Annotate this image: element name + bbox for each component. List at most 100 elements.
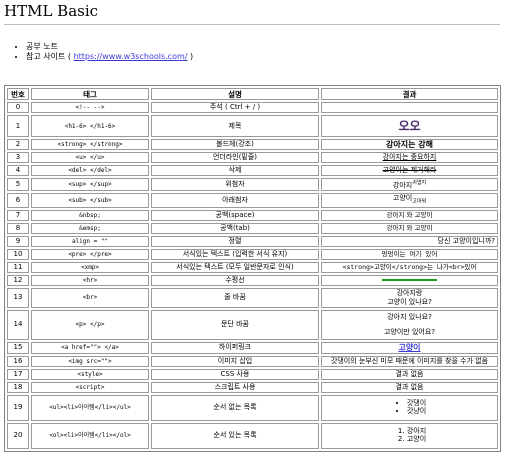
table-row: 3 <u> </u> 언더라인(밑줄) 강아지는 중요하지 (7, 152, 498, 163)
result-para-2: 고양이만 있어요? (324, 328, 495, 337)
row-desc: 주석 ( Ctrl + / ) (151, 102, 319, 113)
row-result: 강아지귀엽지 (321, 178, 498, 191)
row-result: 강아지 와 고양이 (321, 223, 498, 234)
row-num: 6 (7, 193, 29, 207)
table-row: 6 <sub> </sub> 아래첨자 고양이고마워 (7, 193, 498, 207)
table-row: 4 <del> </del> 삭제 고양이는 제거해라 (7, 165, 498, 176)
result-para-1: 강아지 있나요? (324, 313, 495, 322)
table-row: 20 <ol><li>아이템</li></ol> 순서 있는 목록 강아지 고양… (7, 423, 498, 449)
table-row: 8 &emsp; 공백(tab) 강아지 와 고양이 (7, 223, 498, 234)
row-num: 13 (7, 288, 29, 308)
result-text: 강아지 (393, 181, 412, 189)
ordered-list: 강아지 고양이 (393, 427, 426, 443)
row-result: 멍멍이는 여기 있어 (321, 249, 498, 260)
row-num: 2 (7, 139, 29, 150)
notes-item-study: 공부 노트 (26, 42, 193, 52)
row-tag: <script> (31, 382, 149, 393)
table-row: 13 <br> 줄 바꿈 강아지랑 고양이 있나요? (7, 288, 498, 308)
table-header-row: 번호 태그 설명 결과 (7, 88, 498, 100)
row-num: 19 (7, 395, 29, 421)
row-desc: 공백(tab) (151, 223, 319, 234)
row-num: 7 (7, 210, 29, 221)
cat-link[interactable]: 고양이 (398, 343, 420, 352)
row-desc: 순서 있는 목록 (151, 423, 319, 449)
row-result: 강아지 와 고양이 (321, 210, 498, 221)
row-num: 20 (7, 423, 29, 449)
row-result: 강아지랑 고양이 있나요? (321, 288, 498, 308)
header-num: 번호 (7, 88, 29, 100)
row-tag: <xmp> (31, 262, 149, 273)
row-result: 강아지는 강해 (321, 139, 498, 150)
row-tag: <br> (31, 288, 149, 308)
result-sup: 귀엽지 (412, 180, 426, 186)
row-result (321, 102, 498, 113)
tag-table: 번호 태그 설명 결과 0 <!-- --> 주석 ( Ctrl + / ) 1… (4, 85, 501, 452)
list-item: 고양이 (407, 435, 426, 443)
unordered-list: 갓댕이 갓냥이 (393, 399, 426, 415)
row-desc: 삭제 (151, 165, 319, 176)
row-result: 결과 없음 (321, 369, 498, 380)
page: HTML Basic 공부 노트 참고 사이트 ( https://www.w3… (0, 0, 506, 439)
table-row: 18 <script> 스크립트 사용 결과 없음 (7, 382, 498, 393)
row-tag: <hr> (31, 275, 149, 286)
row-result: 강아지 고양이 (321, 423, 498, 449)
row-desc: 서식있는 텍스트 (입력한 서식 유지) (151, 249, 319, 260)
row-result: 갓댕이의 눈부신 미모 때문에 이미지를 찾을 수가 없음 (321, 356, 498, 367)
table-row: 1 <h1-6> </h1-6> 제목 오오 (7, 115, 498, 137)
table-row: 12 <hr> 수평선 (7, 275, 498, 286)
notes-item-suffix: ) (187, 52, 193, 61)
row-desc: 문단 바꿈 (151, 310, 319, 340)
row-tag: <ol><li>아이템</li></ol> (31, 423, 149, 449)
row-result: 결과 없음 (321, 382, 498, 393)
list-item: 갓냥이 (407, 407, 426, 415)
row-num: 5 (7, 178, 29, 191)
row-desc: 줄 바꿈 (151, 288, 319, 308)
row-desc: 서식있는 텍스트 (모두 일반문자로 인식) (151, 262, 319, 273)
horizontal-rule (382, 279, 437, 281)
row-tag: <img src=""> (31, 356, 149, 367)
row-result: 고양이 (321, 342, 498, 354)
row-tag: <style> (31, 369, 149, 380)
result-line-2: 고양이 있나요? (324, 298, 495, 307)
row-result: 고양이고마워 (321, 193, 498, 207)
row-tag: &nbsp; (31, 210, 149, 221)
table-row: 15 <a href=""> </a> 하이퍼링크 고양이 (7, 342, 498, 354)
row-tag: <strong> </strong> (31, 139, 149, 150)
row-num: 10 (7, 249, 29, 260)
row-num: 11 (7, 262, 29, 273)
row-result: 강아지는 중요하지 (321, 152, 498, 163)
row-desc: 수평선 (151, 275, 319, 286)
table-row: 14 <p> </p> 문단 바꿈 강아지 있나요? 고양이만 있어요? (7, 310, 498, 340)
row-result: 갓댕이 갓냥이 (321, 395, 498, 421)
notes-list: 공부 노트 참고 사이트 ( https://www.w3schools.com… (4, 42, 193, 62)
notes-item-label: 참고 사이트 ( (26, 52, 74, 61)
row-desc: 언더라인(밑줄) (151, 152, 319, 163)
row-tag: <a href=""> </a> (31, 342, 149, 354)
result-line-1: 강아지랑 (324, 289, 495, 298)
w3schools-link[interactable]: https://www.w3schools.com/ (74, 52, 188, 61)
row-num: 12 (7, 275, 29, 286)
header-result: 결과 (321, 88, 498, 100)
row-num: 14 (7, 310, 29, 340)
row-num: 17 (7, 369, 29, 380)
row-result: 강아지 있나요? 고양이만 있어요? (321, 310, 498, 340)
row-desc: 아래첨자 (151, 193, 319, 207)
row-desc: 위첨자 (151, 178, 319, 191)
row-desc: 순서 없는 목록 (151, 395, 319, 421)
table-row: 11 <xmp> 서식있는 텍스트 (모두 일반문자로 인식) <strong>… (7, 262, 498, 273)
table-row: 16 <img src=""> 이미지 삽입 갓댕이의 눈부신 미모 때문에 이… (7, 356, 498, 367)
header-tag: 태그 (31, 88, 149, 100)
row-num: 8 (7, 223, 29, 234)
table-row: 2 <strong> </strong> 볼드체(강조) 강아지는 강해 (7, 139, 498, 150)
row-desc: 스크립트 사용 (151, 382, 319, 393)
row-num: 4 (7, 165, 29, 176)
notes-item-reference: 참고 사이트 ( https://www.w3schools.com/ ) (26, 52, 193, 62)
table-row: 10 <pre> </pre> 서식있는 텍스트 (입력한 서식 유지) 멍멍이… (7, 249, 498, 260)
row-tag: <del> </del> (31, 165, 149, 176)
notes-item-label: 공부 노트 (26, 42, 58, 51)
row-result (321, 275, 498, 286)
result-text: 고양이 (393, 194, 412, 202)
row-num: 9 (7, 236, 29, 247)
row-tag: <sup> </sup> (31, 178, 149, 191)
row-desc: 공백(space) (151, 210, 319, 221)
